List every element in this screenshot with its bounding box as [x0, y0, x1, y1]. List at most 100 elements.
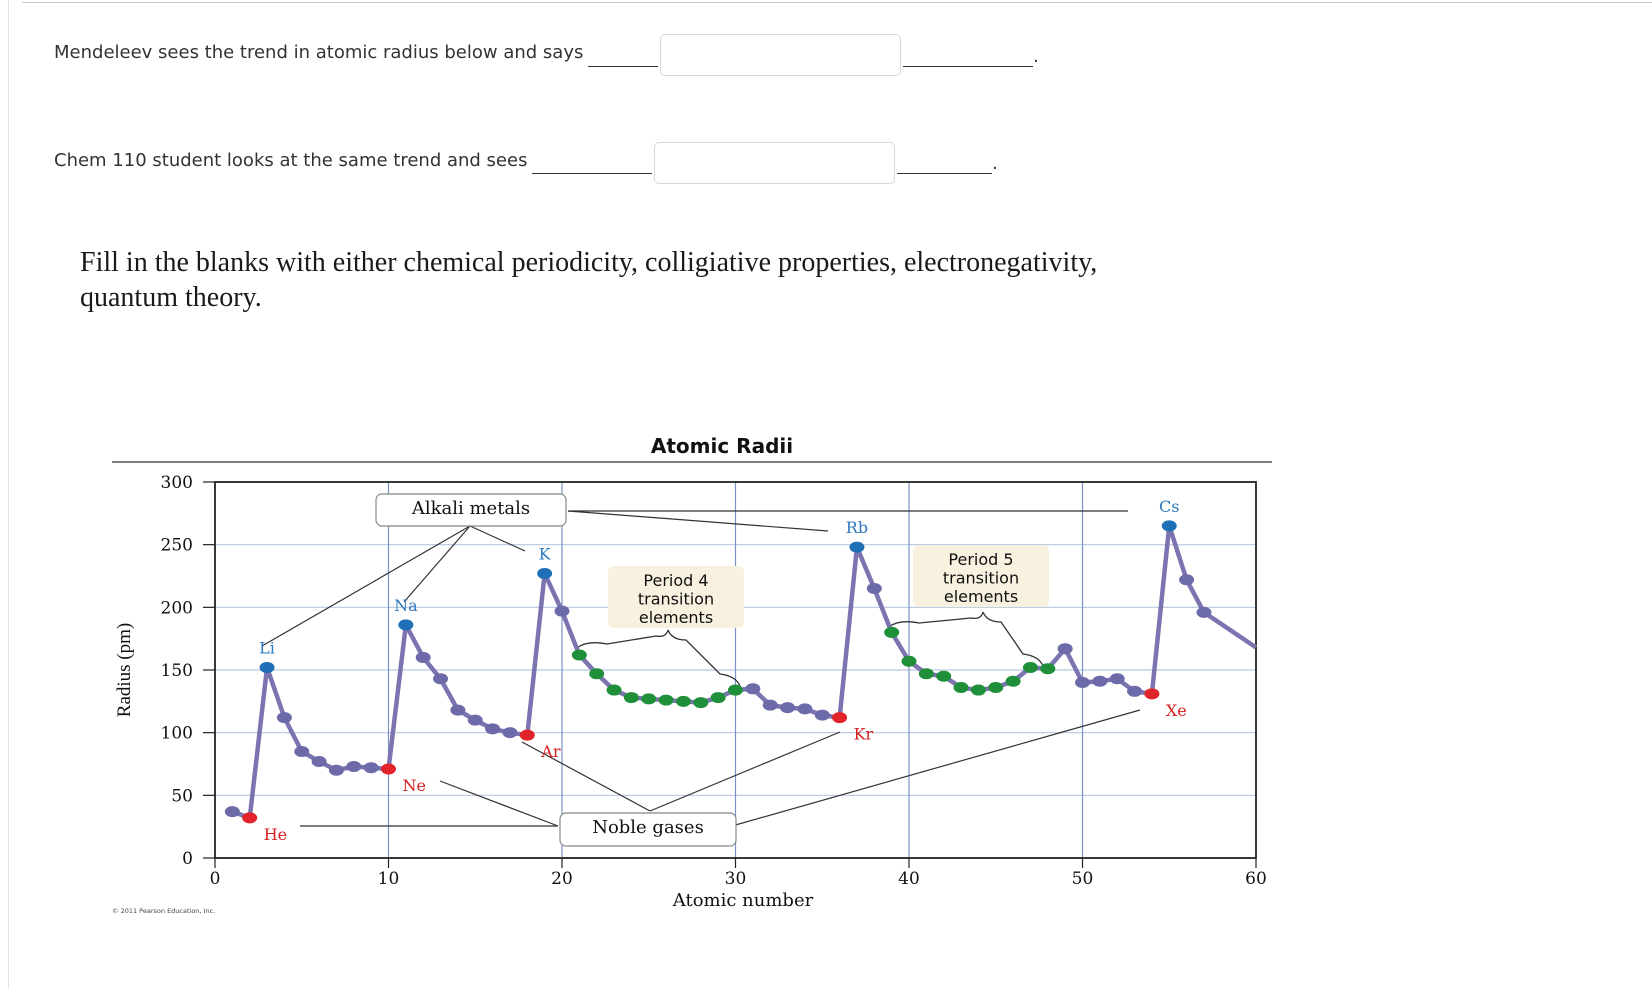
- element-label: He: [264, 825, 287, 844]
- element-labels: Li Na K Rb Cs He Ne Ar Kr Xe: [259, 497, 1187, 844]
- y-axis-label: Radius (pm): [114, 623, 135, 717]
- question-2-blank-right: [897, 173, 992, 174]
- question-2-period: .: [992, 153, 998, 174]
- callout-alkali-metals: Alkali metals: [375, 493, 567, 527]
- element-label: Cs: [1159, 497, 1179, 516]
- y-tick-label: 150: [161, 661, 193, 681]
- question-1-answer-input[interactable]: [660, 34, 901, 76]
- question-2-blank-left: [532, 173, 652, 174]
- question-1-period: .: [1033, 46, 1039, 67]
- data-point: [780, 702, 796, 714]
- radius-series: [224, 520, 1258, 824]
- callout-noble-gases-box: [559, 812, 737, 847]
- leader-noble-kr: [649, 731, 841, 812]
- y-tick-label: 200: [161, 598, 193, 618]
- data-point: [467, 714, 483, 726]
- data-point: [814, 709, 830, 721]
- data-point: [1127, 685, 1143, 697]
- top-border: [22, 2, 1652, 3]
- data-point: [328, 764, 344, 776]
- transition-element-point: [936, 670, 952, 682]
- data-point: [276, 712, 292, 724]
- callout-period-5-text: elements: [944, 587, 1018, 606]
- left-border: [8, 0, 9, 989]
- transition-element-point: [693, 697, 709, 709]
- question-2-answer-input[interactable]: [654, 142, 895, 184]
- data-point: [224, 806, 240, 818]
- transition-element-point: [901, 655, 917, 667]
- callout-period-4-box: [608, 566, 744, 628]
- alkali-metal-point: [398, 619, 414, 631]
- chart-title: Atomic Radii: [651, 434, 793, 458]
- y-tick-label: 100: [161, 724, 193, 744]
- data-point: [502, 727, 518, 739]
- transition-element-point: [1040, 663, 1056, 675]
- copyright-text: © 2011 Pearson Education, Inc.: [112, 907, 215, 915]
- transition-element-point: [658, 694, 674, 706]
- y-tick-label: 0: [182, 849, 193, 869]
- callout-alkali-metals-text: Alkali metals: [411, 498, 530, 519]
- data-point: [1092, 675, 1108, 687]
- callout-period-5-box: [913, 545, 1049, 607]
- transition-element-point: [675, 695, 691, 707]
- alkali-metal-point: [849, 541, 865, 553]
- data-point: [1179, 574, 1195, 586]
- callout-noble-gases: Noble gases: [559, 812, 737, 847]
- element-label: Li: [259, 638, 275, 657]
- leader-alkali-li: [261, 525, 471, 647]
- element-label: Kr: [854, 725, 874, 744]
- callout-period-5-text: transition: [943, 569, 1019, 588]
- question-2-text: Chem 110 student looks at the same trend…: [54, 150, 528, 171]
- alkali-metal-point: [1161, 520, 1177, 532]
- x-tick-label: 30: [725, 869, 747, 889]
- data-point: [745, 683, 761, 695]
- transition-element-point: [589, 668, 605, 680]
- element-label: Ar: [540, 742, 561, 761]
- x-tick-label: 10: [378, 869, 400, 889]
- data-point: [363, 762, 379, 774]
- data-point: [485, 723, 501, 735]
- data-point: [797, 703, 813, 715]
- y-tick-label: 50: [171, 786, 193, 806]
- data-point: [762, 699, 778, 711]
- data-point: [1196, 606, 1212, 618]
- transition-element-point: [953, 682, 969, 694]
- element-label: Xe: [1166, 701, 1187, 720]
- transition-element-point: [606, 684, 622, 696]
- transition-element-point: [988, 682, 1004, 694]
- transition-element-point: [571, 649, 587, 661]
- element-label: Ne: [403, 776, 426, 795]
- transition-element-point: [641, 693, 657, 705]
- data-point: [1109, 673, 1125, 685]
- transition-element-point: [918, 668, 934, 680]
- leader-alkali-k: [469, 525, 526, 552]
- x-tick-label: 50: [1072, 869, 1094, 889]
- leader-noble-ne: [439, 780, 559, 827]
- brace-period-4: [576, 629, 741, 687]
- callout-period-4-text: elements: [639, 608, 713, 627]
- radius-line: [231, 523, 1258, 821]
- instructions-text: Fill in the blanks with either chemical …: [80, 247, 1098, 313]
- transition-element-point: [970, 684, 986, 696]
- data-point: [433, 673, 449, 685]
- question-1-blank-left: [588, 66, 658, 67]
- data-point: [866, 583, 882, 595]
- leader-noble-ar: [521, 741, 651, 812]
- x-tick-label: 0: [210, 869, 221, 889]
- data-point: [450, 704, 466, 716]
- data-point: [1057, 643, 1073, 655]
- brace-period-5: [888, 611, 1044, 667]
- callout-period-4-text: transition: [638, 590, 714, 609]
- transition-element-point: [1022, 661, 1038, 673]
- noble-gas-point: [381, 763, 396, 775]
- noble-gas-point: [519, 729, 535, 741]
- alkali-metal-point: [259, 661, 275, 673]
- callout-leaders: [261, 510, 1141, 827]
- leader-alkali-rb: [567, 510, 829, 532]
- noble-gas-point: [1144, 688, 1160, 700]
- callout-period-4-text: Period 4: [643, 571, 708, 590]
